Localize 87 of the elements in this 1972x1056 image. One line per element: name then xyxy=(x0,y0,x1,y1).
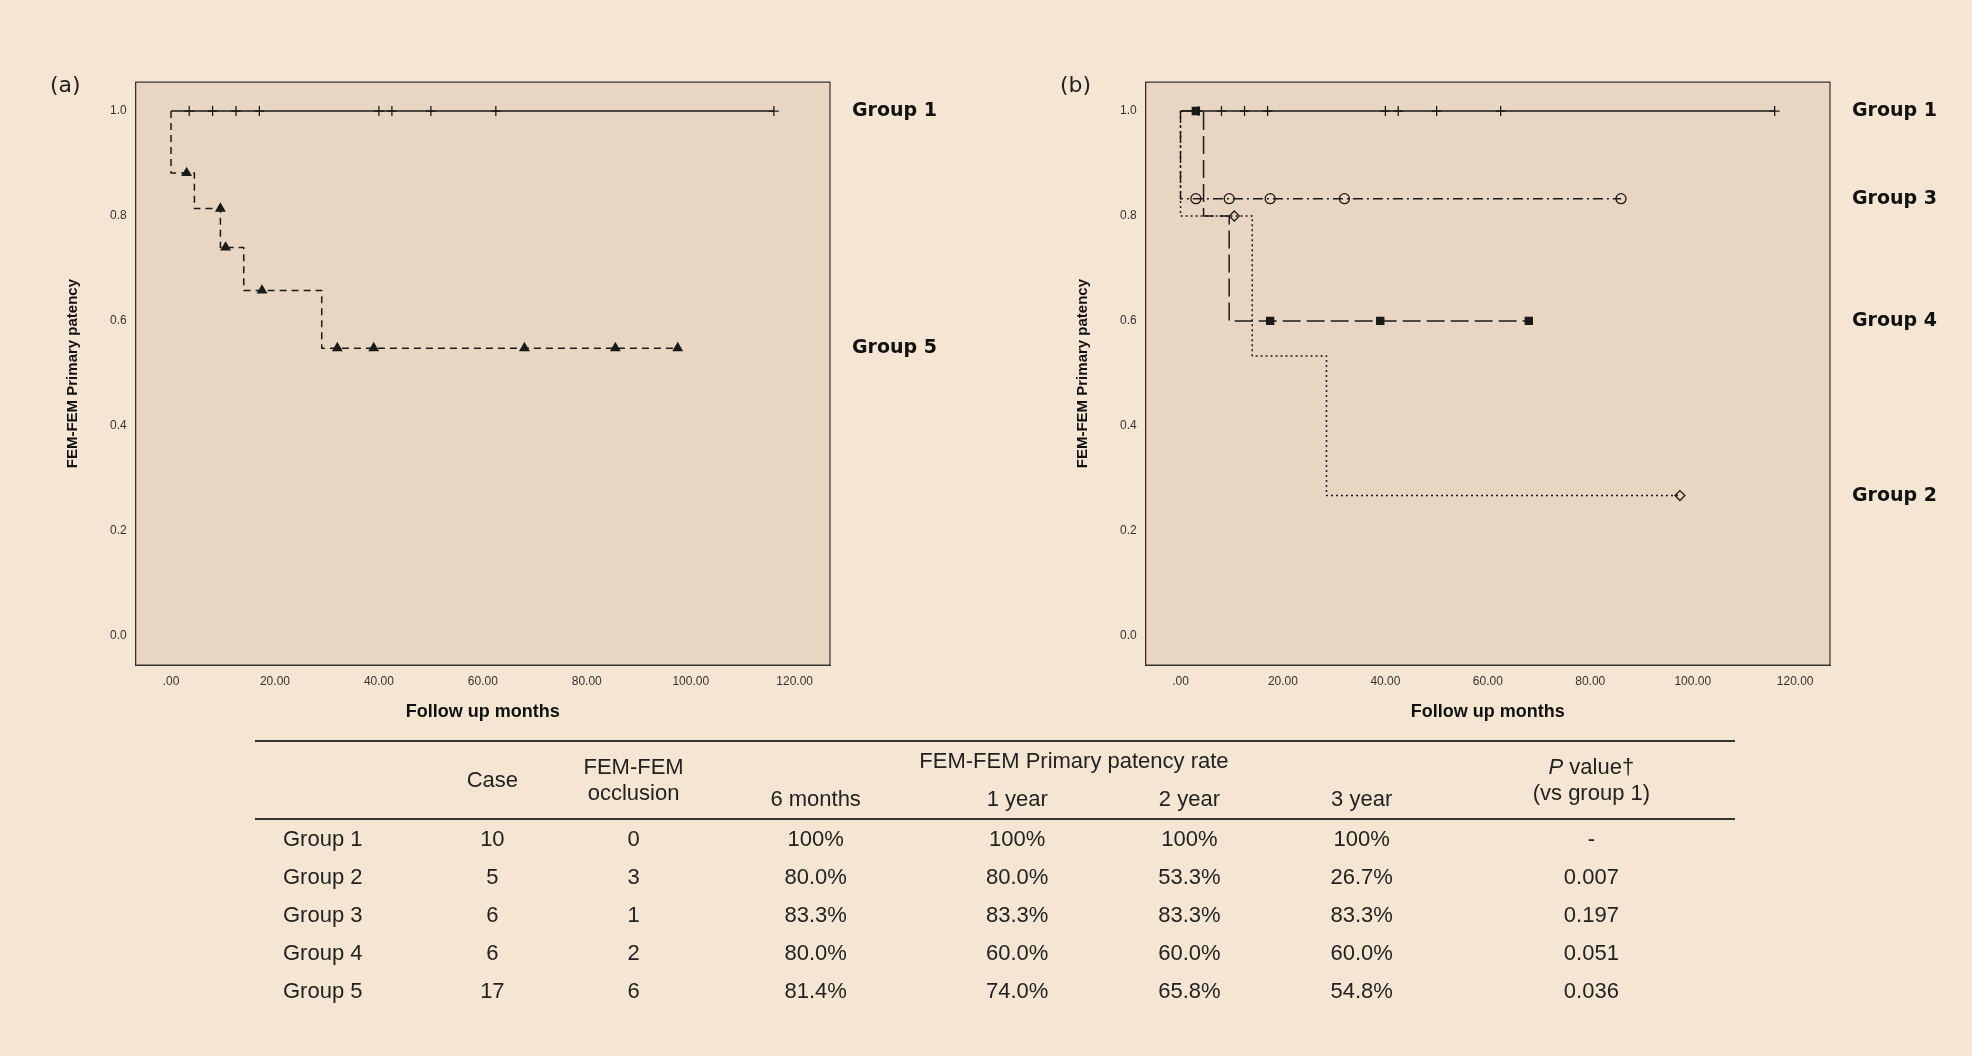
x-tick-label: 40.00 xyxy=(363,673,395,688)
x-tick-label: 100.00 xyxy=(672,673,710,688)
text: 0.197 xyxy=(1562,901,1620,929)
y-tick-label: 0.4 xyxy=(109,418,127,433)
text: 10 xyxy=(479,825,506,853)
x-axis-title: Follow up months xyxy=(1410,701,1565,722)
text: 26.7% xyxy=(1329,863,1394,891)
text: Group 1 xyxy=(1852,97,1937,120)
text: 83.3% xyxy=(1329,901,1394,929)
y-tick-label: 0.8 xyxy=(1119,208,1137,223)
text: 1 year xyxy=(931,780,1104,819)
text: 6 xyxy=(485,939,500,967)
y-tick-label: 1.0 xyxy=(1119,103,1137,118)
text: 6 xyxy=(485,901,500,929)
text: 83.3% xyxy=(783,901,848,929)
text: 0.036 xyxy=(1562,977,1620,1005)
text: 83.3% xyxy=(985,901,1050,929)
text: 1 xyxy=(626,901,641,929)
y-tick-label: 0.6 xyxy=(109,313,127,328)
text: 65.8% xyxy=(1157,977,1222,1005)
x-axis-title: Follow up months xyxy=(405,701,560,722)
text: 6 months xyxy=(700,780,932,819)
text: 81.4% xyxy=(783,977,848,1005)
y-axis-title: FEM-FEM Primary patency xyxy=(1073,278,1091,469)
x-tick-label: 80.00 xyxy=(571,673,603,688)
text: Group 1 xyxy=(852,97,937,120)
text: 100% xyxy=(988,825,1047,853)
y-tick-label: 0.2 xyxy=(109,523,127,538)
y-tick-label: 0.4 xyxy=(1119,418,1137,433)
x-tick-label: 80.00 xyxy=(1575,673,1606,688)
x-tick-label: 40.00 xyxy=(1370,673,1401,688)
text: FEM-FEM Primary patency rate xyxy=(700,741,1448,780)
y-tick-label: 0.0 xyxy=(109,627,127,642)
y-axis-title: FEM-FEM Primary patency xyxy=(63,278,81,469)
text: 6 xyxy=(626,977,641,1005)
text: 100% xyxy=(786,825,845,853)
text: 60.0% xyxy=(1329,939,1394,967)
x-tick-label: 20.00 xyxy=(259,673,291,688)
x-tick-label: 60.00 xyxy=(1472,673,1504,688)
text: 2 year xyxy=(1103,780,1276,819)
text: 17 xyxy=(479,977,506,1005)
text: Group 5 xyxy=(282,977,364,1005)
x-tick-label: 100.00 xyxy=(1674,673,1712,688)
text: 0.051 xyxy=(1562,939,1620,967)
text: 100% xyxy=(1332,825,1391,853)
text: 83.3% xyxy=(1157,901,1222,929)
y-tick-label: 0.2 xyxy=(1119,523,1137,538)
text: Group 3 xyxy=(1852,185,1937,208)
y-tick-label: 0.8 xyxy=(109,208,127,223)
x-tick-label: .00 xyxy=(1172,673,1190,688)
y-tick-label: 1.0 xyxy=(109,103,127,118)
text: Group 3 xyxy=(282,901,364,929)
x-tick-label: 120.00 xyxy=(1776,673,1814,688)
text: 54.8% xyxy=(1329,977,1394,1005)
text: 60.0% xyxy=(985,939,1050,967)
text: 100% xyxy=(1160,825,1219,853)
text: 3 year xyxy=(1275,780,1448,819)
y-tick-label: 0.6 xyxy=(1119,313,1137,328)
text: P value† xyxy=(1548,753,1635,779)
text: Group 4 xyxy=(1852,307,1937,330)
x-tick-label: 60.00 xyxy=(467,673,499,688)
text: Group 4 xyxy=(282,939,364,967)
text: Case xyxy=(417,741,567,819)
text: 0.007 xyxy=(1562,863,1620,891)
text: Group 1 xyxy=(282,825,364,853)
text: FEM-FEM occlusion xyxy=(566,741,701,819)
text: 3 xyxy=(626,863,641,891)
text: 2 xyxy=(626,939,641,967)
text: 53.3% xyxy=(1157,863,1222,891)
text: - xyxy=(1586,825,1597,853)
y-tick-label: 0.0 xyxy=(1119,627,1137,642)
text: 80.0% xyxy=(985,863,1050,891)
text: 80.0% xyxy=(783,939,848,967)
text: 80.0% xyxy=(783,863,848,891)
text: (vs group 1) xyxy=(1532,780,1651,805)
text: (b) xyxy=(1060,72,1092,97)
x-tick-label: 120.00 xyxy=(776,673,814,688)
text: Group 2 xyxy=(282,863,364,891)
text: 5 xyxy=(485,863,500,891)
text: 0 xyxy=(626,825,641,853)
text: Group 2 xyxy=(1852,482,1937,505)
x-tick-label: 20.00 xyxy=(1267,673,1299,688)
text: 74.0% xyxy=(985,977,1050,1005)
text: (a) xyxy=(50,72,81,97)
text: Group 5 xyxy=(852,335,937,358)
text: 60.0% xyxy=(1157,939,1222,967)
x-tick-label: .00 xyxy=(162,673,180,688)
